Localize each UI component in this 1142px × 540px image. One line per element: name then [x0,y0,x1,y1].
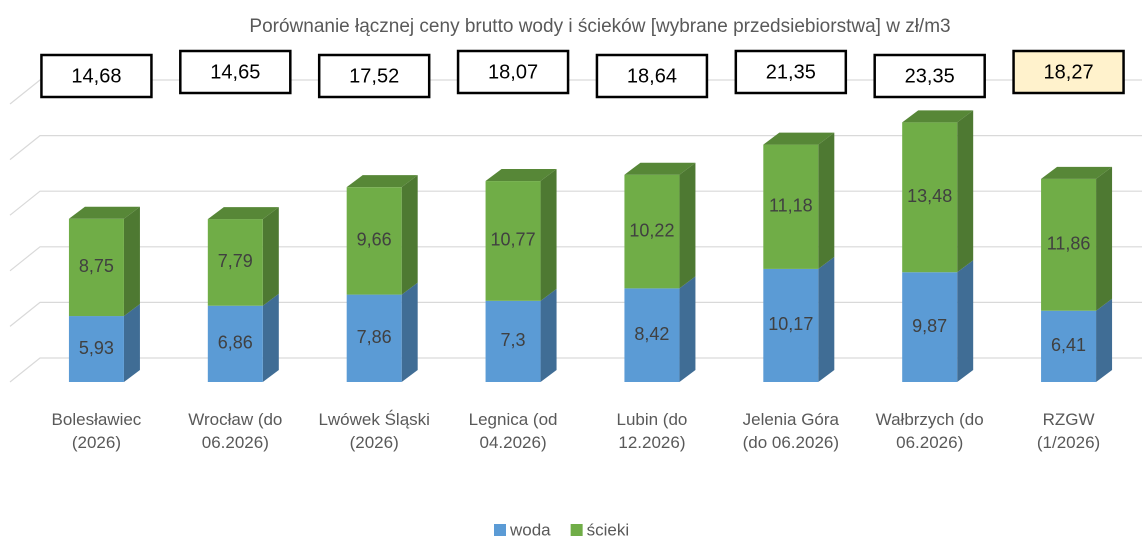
legend-label: ścieki [587,520,630,539]
bar-side [679,276,696,382]
bar [624,288,680,382]
value-label: 8,42 [634,324,669,344]
value-label: 10,77 [491,230,536,250]
value-label: 9,66 [357,230,392,250]
bar-side [957,260,974,382]
bar [207,219,263,306]
bar-top [624,162,696,175]
total-box [734,49,848,95]
bar [902,272,958,382]
total-label: 23,35 [905,65,955,87]
value-label: 10,17 [768,314,813,334]
legend-swatch [570,524,583,536]
x-tick-label: Jelenia Góra (do 06.2026) [742,410,840,452]
x-tick-label: RZGW (1/2026) [1036,410,1101,452]
bar [346,187,402,295]
bar [68,218,124,317]
bar [624,174,680,289]
grid-line [9,135,1142,161]
bar-top [207,207,279,220]
value-label: 8,75 [79,256,114,276]
value-label: 7,79 [218,251,253,271]
bar [207,305,263,382]
value-label: 10,22 [629,220,674,240]
bar [763,268,819,382]
bar-top [485,169,557,182]
bar-side [679,162,696,289]
bar-top [346,175,418,188]
value-label: 9,87 [912,316,947,336]
bar-side [957,110,974,273]
total-label: 17,52 [349,65,399,87]
total-label: 18,64 [627,65,677,87]
bar-side [401,282,418,382]
bar-side [123,206,140,317]
value-label: 6,41 [1051,335,1086,355]
bar-side [540,169,557,301]
bar [485,300,541,382]
bar-top [1041,166,1113,179]
value-label: 11,86 [1047,234,1091,254]
x-tick-label: Lwówek Śląski (2026) [318,410,430,452]
bar-side [123,304,140,382]
total-box [179,49,292,95]
x-tick-label: Wrocław (do 06.2026) [188,410,283,452]
bar-side [401,175,418,295]
bar-side [262,207,279,306]
chart-title: Porównanie łącznej ceny brutto wody i śc… [249,16,950,37]
x-tick-label: Bolesławiec (2026) [51,410,142,452]
value-label: 7,3 [501,330,526,350]
bar-side [1096,298,1113,382]
total-label: 14,65 [210,61,260,83]
total-box [873,53,986,99]
bar [1041,310,1097,382]
legend-swatch [494,524,506,536]
bar [763,144,819,269]
total-box [1012,49,1125,95]
bar-side [818,132,835,269]
bar [346,294,402,382]
value-label: 13,48 [907,186,952,206]
bar-side [262,293,279,382]
x-tick-label: Legnica (od 04.2026) [468,410,558,452]
value-label: 5,93 [79,338,114,358]
bar-side [540,288,557,382]
bar-side [818,256,835,382]
x-tick-label: Lubin (do 12.2026) [616,410,688,452]
value-label: 11,18 [769,195,813,215]
total-label: 21,35 [766,61,816,83]
bar [485,181,541,301]
total-label: 18,27 [1044,61,1094,83]
value-label: 7,86 [357,327,392,347]
bar [68,316,124,382]
bar [1041,178,1097,311]
legend-label: woda [509,520,551,539]
total-box [317,53,431,99]
total-box [456,49,570,95]
total-box [40,53,153,99]
bar-top [902,110,974,123]
total-box [595,53,709,99]
x-tick-label: Wałbrzych (do 06.2026) [875,410,984,452]
total-label: 18,07 [488,61,538,83]
bar-side [1096,166,1113,311]
bar-top [763,132,835,145]
bar-top [68,206,140,219]
total-label: 14,68 [71,65,121,87]
value-label: 6,86 [218,333,253,353]
bar [902,122,958,273]
